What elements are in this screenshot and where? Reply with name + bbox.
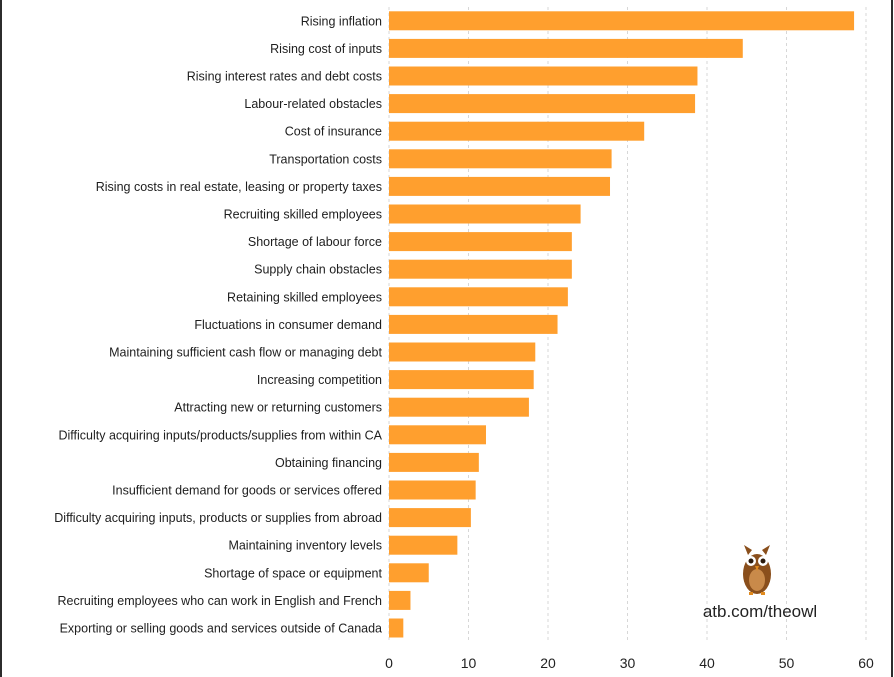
category-label: Rising costs in real estate, leasing or … <box>96 180 382 194</box>
category-label: Maintaining inventory levels <box>228 539 382 553</box>
bar <box>389 508 471 528</box>
category-label: Transportation costs <box>269 152 382 166</box>
bars <box>389 11 855 638</box>
bar <box>389 535 458 555</box>
category-label: Insufficient demand for goods or service… <box>112 484 382 498</box>
category-label: Increasing competition <box>257 373 382 387</box>
category-label: Rising interest rates and debt costs <box>187 70 382 84</box>
x-tick-label: 10 <box>461 655 477 671</box>
category-label: Difficulty acquiring inputs/products/sup… <box>58 428 382 442</box>
x-tick-label: 0 <box>385 655 393 671</box>
category-label: Supply chain obstacles <box>254 263 382 277</box>
bar <box>389 176 611 196</box>
category-label: Attracting new or returning customers <box>174 401 382 415</box>
category-label: Rising inflation <box>301 14 382 28</box>
bar <box>389 370 534 390</box>
x-axis-ticks: 0 10 20 30 40 50 60 <box>385 655 874 671</box>
bar <box>389 38 743 58</box>
bar <box>389 259 572 279</box>
category-label: Recruiting employees who can work in Eng… <box>58 594 383 608</box>
bar <box>389 314 558 334</box>
category-label: Rising cost of inputs <box>270 42 382 56</box>
bar <box>389 590 411 610</box>
x-tick-label: 40 <box>699 655 715 671</box>
bar <box>389 480 476 500</box>
bar <box>389 342 536 362</box>
bar <box>389 618 404 638</box>
owl-icon <box>743 545 771 595</box>
frame-border-left <box>0 0 2 677</box>
bar <box>389 425 486 445</box>
category-label: Obtaining financing <box>275 456 382 470</box>
bar <box>389 204 581 224</box>
category-label: Maintaining sufficient cash flow or mana… <box>109 346 382 360</box>
frame-border-right <box>891 0 893 677</box>
category-label: Exporting or selling goods and services … <box>60 622 382 636</box>
category-label: Difficulty acquiring inputs, products or… <box>54 511 382 525</box>
bar <box>389 94 696 114</box>
x-tick-label: 50 <box>779 655 795 671</box>
category-label: Labour-related obstacles <box>244 97 382 111</box>
category-label: Shortage of labour force <box>248 235 382 249</box>
bar <box>389 232 572 252</box>
x-tick-label: 30 <box>620 655 636 671</box>
category-label: Recruiting skilled employees <box>224 208 382 222</box>
bar <box>389 452 479 472</box>
bar <box>389 11 855 31</box>
bar <box>389 149 612 169</box>
bar <box>389 287 568 307</box>
category-label: Fluctuations in consumer demand <box>194 318 382 332</box>
x-tick-label: 20 <box>540 655 556 671</box>
brand-url: atb.com/theowl <box>703 602 817 621</box>
bar <box>389 66 698 86</box>
bar <box>389 121 645 141</box>
category-label: Retaining skilled employees <box>227 290 382 304</box>
bar <box>389 563 429 583</box>
category-label: Shortage of space or equipment <box>204 566 382 580</box>
bar <box>389 397 529 417</box>
category-labels: Rising inflation Rising cost of inputs Ris… <box>54 14 382 635</box>
category-label: Cost of insurance <box>285 125 382 139</box>
x-tick-label: 60 <box>858 655 874 671</box>
